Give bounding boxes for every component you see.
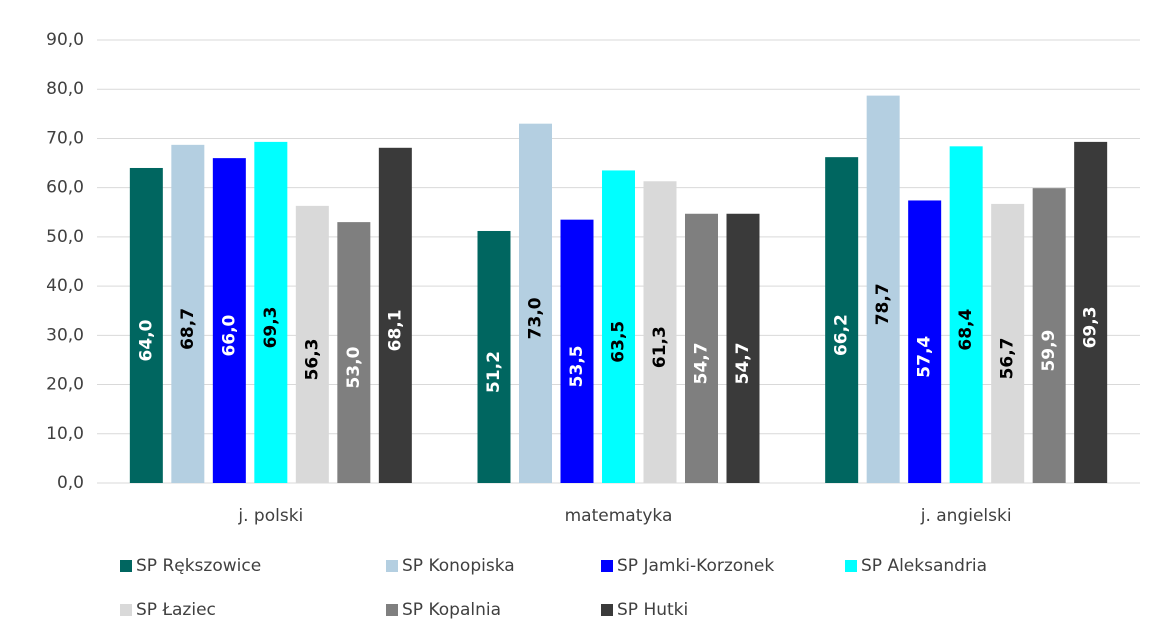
bar [825, 157, 859, 483]
legend-swatch [601, 604, 613, 616]
bar [991, 203, 1025, 483]
bar [949, 146, 983, 483]
data-label: 64,0 [136, 319, 156, 361]
bar [726, 213, 760, 483]
legend-swatch [845, 560, 857, 572]
bar [171, 144, 205, 484]
bar [378, 147, 412, 483]
legend-swatch [120, 560, 132, 572]
x-tick-label: j. polski [237, 506, 303, 526]
data-label: 69,3 [1081, 306, 1101, 348]
x-tick-label: j. angielski [920, 506, 1012, 526]
data-label: 59,9 [1039, 330, 1059, 372]
bar [602, 170, 635, 483]
data-label: 53,0 [344, 346, 364, 388]
data-label: 66,0 [219, 314, 239, 356]
data-label: 61,3 [650, 326, 670, 368]
legend-swatch [386, 560, 398, 572]
bar [908, 200, 942, 483]
legend-label: SP Łaziec [136, 600, 216, 620]
data-label: 54,7 [733, 342, 753, 384]
data-label: 53,5 [567, 345, 587, 387]
legend-swatch [601, 560, 613, 572]
data-label: 54,7 [692, 342, 712, 384]
bar [685, 213, 718, 483]
y-tick-label: 0,0 [57, 473, 84, 493]
legend-label: SP Kopalnia [402, 600, 501, 620]
legend-swatch [386, 604, 398, 616]
bar [212, 158, 246, 483]
legend-label: SP Jamki-Korzonek [617, 556, 774, 576]
y-tick-label: 60,0 [46, 178, 84, 198]
y-tick-label: 50,0 [46, 227, 84, 247]
bar [643, 181, 677, 484]
bar [1032, 188, 1066, 484]
data-label: 68,1 [385, 309, 405, 351]
bar [295, 205, 329, 483]
y-tick-label: 20,0 [46, 375, 84, 395]
data-label: 66,2 [832, 314, 852, 356]
data-label: 73,0 [526, 297, 546, 339]
legend-label: SP Rększowice [136, 556, 261, 576]
data-label: 56,3 [302, 338, 322, 380]
x-tick-label: matematyka [565, 506, 673, 526]
bar [254, 141, 288, 483]
y-tick-label: 80,0 [46, 79, 84, 99]
bar [337, 222, 371, 483]
y-tick-label: 40,0 [46, 276, 84, 296]
legend-label: SP Konopiska [402, 556, 515, 576]
y-tick-label: 10,0 [46, 424, 84, 444]
data-label: 57,4 [915, 336, 935, 378]
legend-swatch [120, 604, 132, 616]
bar [1074, 141, 1108, 483]
bar [477, 230, 511, 483]
bar [866, 95, 900, 484]
data-label: 68,7 [178, 308, 198, 350]
y-tick-label: 90,0 [46, 30, 84, 50]
data-label: 63,5 [609, 321, 629, 363]
legend-label: SP Aleksandria [861, 556, 987, 576]
y-tick-label: 30,0 [46, 325, 84, 345]
data-label: 51,2 [484, 351, 504, 393]
data-label: 69,3 [261, 306, 281, 348]
data-label: 78,7 [873, 283, 893, 325]
bar [560, 219, 594, 483]
y-tick-label: 70,0 [46, 128, 84, 148]
bar [129, 167, 163, 483]
data-label: 68,4 [956, 309, 976, 351]
data-label: 56,7 [998, 337, 1018, 379]
legend-label: SP Hutki [617, 600, 688, 620]
bar [519, 123, 552, 483]
